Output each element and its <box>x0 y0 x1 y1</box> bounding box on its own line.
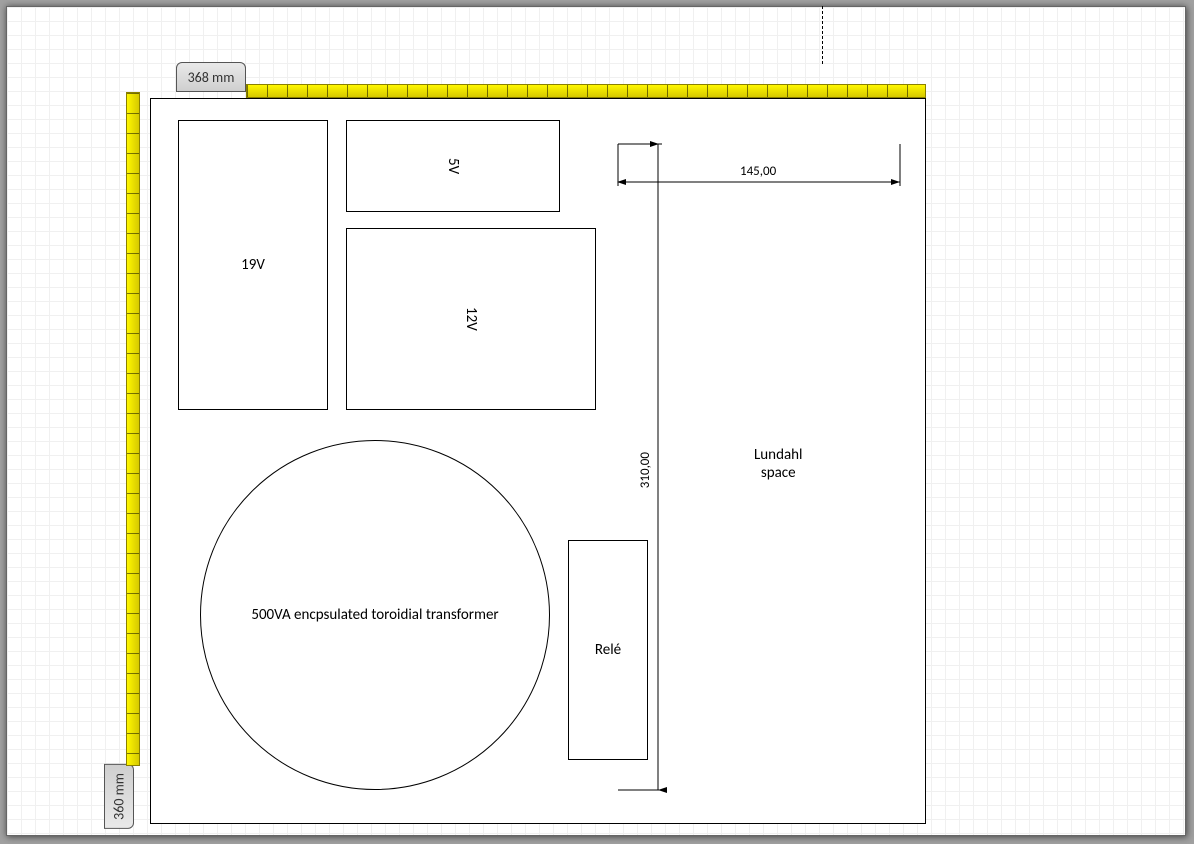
component-19v[interactable]: 19V <box>178 120 328 410</box>
ruler-horizontal[interactable] <box>246 84 926 98</box>
lundahl-space-label: Lundahl space <box>754 446 802 482</box>
component-rele[interactable]: Relé <box>568 540 648 760</box>
page-break-line <box>822 6 823 64</box>
component-5v-label: 5V <box>444 158 462 174</box>
component-12v[interactable]: 12V <box>346 228 596 410</box>
component-toroid-label: 500VA encpsulated toroidial transformer <box>251 606 498 624</box>
ruler-vertical[interactable] <box>126 92 140 766</box>
component-12v-label: 12V <box>462 307 480 331</box>
lundahl-line2: space <box>761 464 796 482</box>
ruler-tab-v-label: 360 mm <box>111 773 128 820</box>
component-rele-label: Relé <box>595 641 621 659</box>
dimension-310-label: 310,00 <box>638 452 653 488</box>
dimension-145-label: 145,00 <box>740 164 776 179</box>
ruler-tab-vertical[interactable]: 360 mm <box>104 764 134 829</box>
lundahl-line1: Lundahl <box>754 446 802 464</box>
component-toroid[interactable]: 500VA encpsulated toroidial transformer <box>200 440 550 790</box>
ruler-tab-horizontal[interactable]: 368 mm <box>176 62 246 92</box>
component-5v[interactable]: 5V <box>346 120 560 212</box>
ruler-tab-h-label: 368 mm <box>188 69 235 86</box>
component-19v-label: 19V <box>241 256 265 274</box>
